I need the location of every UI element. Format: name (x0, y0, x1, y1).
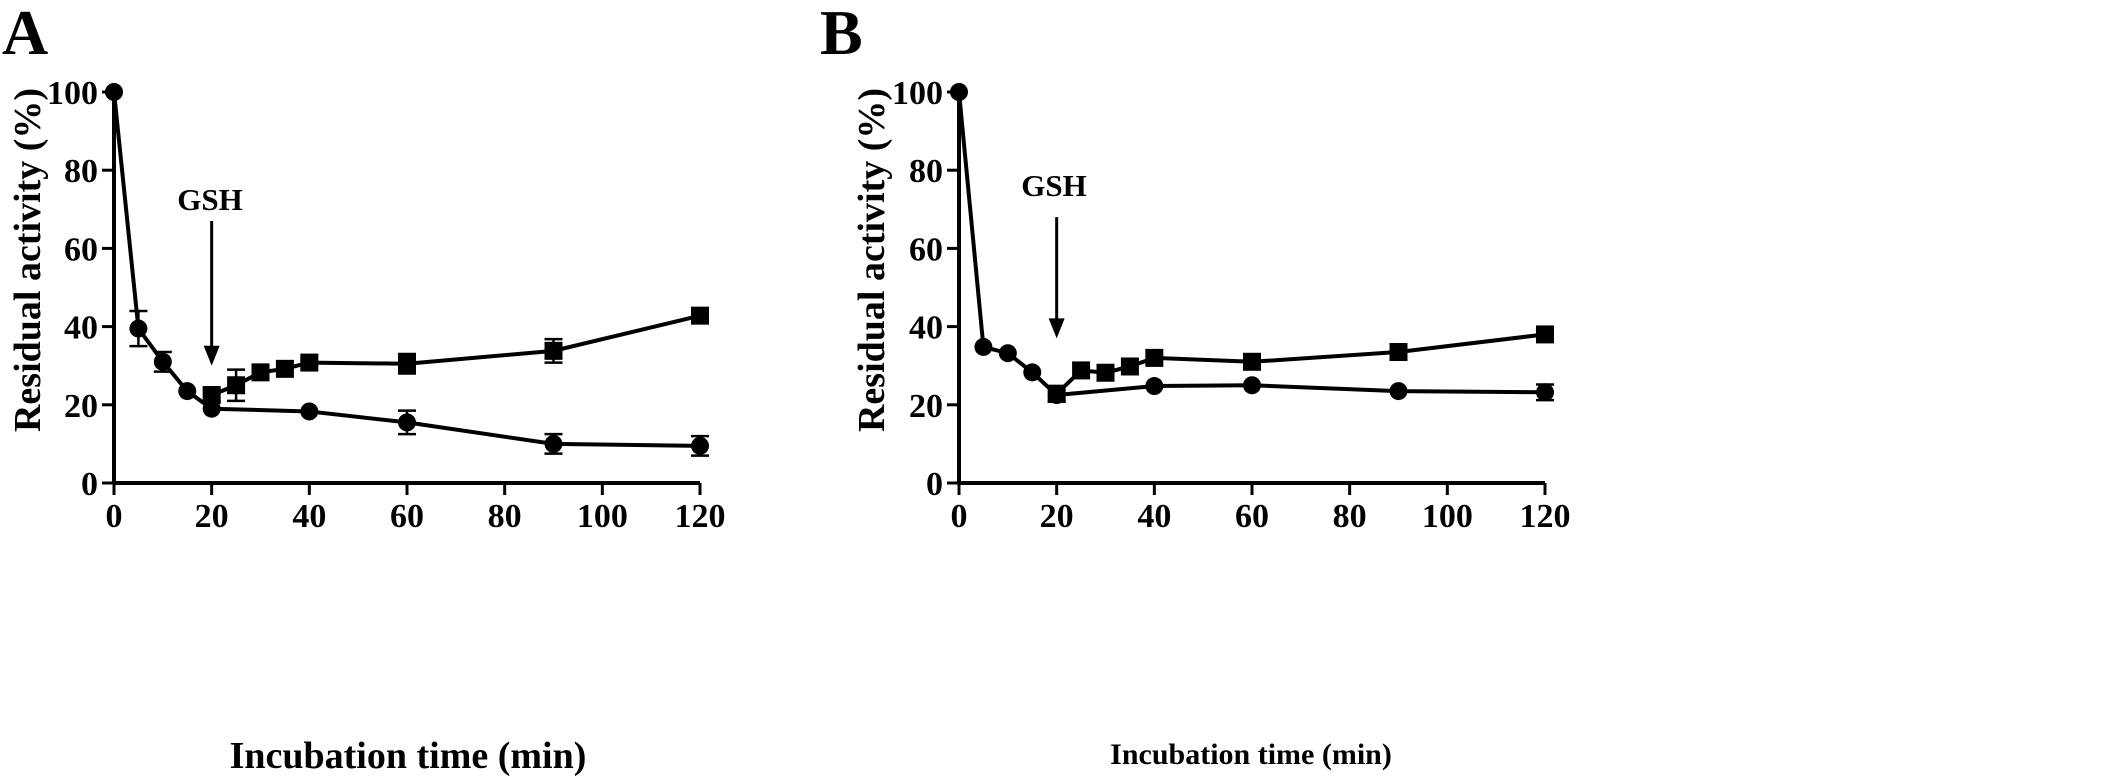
x-tick-label: 40 (292, 498, 326, 535)
y-tick-label: 60 (909, 231, 943, 268)
circles-series-line (957, 91, 1546, 398)
squares-point (1120, 357, 1139, 376)
circles-point (998, 344, 1017, 363)
gsh-annotation: GSH (1021, 168, 1086, 203)
gsh-arrow-head (1048, 318, 1065, 339)
x-axis-title: Incubation time (min) (1110, 738, 1392, 771)
circles-point (691, 436, 709, 455)
squares-point (691, 306, 709, 325)
squares-series-line (210, 313, 701, 397)
panel-a: A Residual activity (%) Incubation time … (2, 0, 726, 777)
x-tick-label: 100 (577, 498, 628, 535)
circles-point (153, 352, 172, 371)
squares-point (1536, 325, 1554, 344)
circles-point (1145, 377, 1164, 396)
y-tick-label: 0 (81, 466, 98, 503)
squares-point (300, 353, 319, 372)
squares-point (1145, 348, 1164, 367)
circles-point (1536, 383, 1554, 402)
squares-point (202, 386, 221, 405)
circles-point (1389, 382, 1408, 401)
circles-point (202, 399, 221, 418)
x-tick-label: 20 (195, 498, 229, 535)
x-tick-label: 40 (1137, 498, 1171, 535)
circles-series-line (112, 91, 701, 448)
y-axis-title: Residual activity (%) (851, 88, 893, 432)
y-tick-label: 20 (909, 388, 943, 425)
y-tick-label: 80 (909, 153, 943, 190)
circles-point (129, 319, 148, 338)
circles-point (105, 83, 123, 101)
y-tick-label: 40 (64, 310, 98, 347)
panel-letter: A (2, 0, 48, 68)
squares-point (1389, 343, 1408, 362)
y-tick-label: 60 (64, 231, 98, 268)
x-axis-title: Incubation time (min) (230, 735, 587, 777)
x-tick-label: 20 (1040, 498, 1074, 535)
circles-point (974, 337, 993, 356)
squares-point (398, 354, 416, 373)
x-tick-label: 100 (1422, 498, 1473, 535)
y-tick-label: 100 (47, 75, 98, 112)
y-tick-label: 20 (64, 388, 98, 425)
x-tick-label: 0 (106, 498, 123, 535)
squares-point (1072, 361, 1091, 380)
circles-point (178, 382, 197, 401)
x-tick-label: 60 (390, 498, 424, 535)
circles-point (950, 83, 968, 101)
squares-point (544, 341, 563, 360)
circles-point (544, 434, 563, 453)
squares-point (1243, 352, 1261, 371)
x-tick-label: 120 (675, 498, 726, 535)
x-tick-label: 120 (1520, 498, 1571, 535)
circles-point (398, 413, 416, 432)
y-tick-label: 100 (892, 75, 943, 112)
squares-point (251, 363, 270, 382)
x-tick-label: 80 (1333, 498, 1367, 535)
squares-point (227, 376, 246, 395)
squares-point (1096, 363, 1115, 382)
gsh-annotation: GSH (177, 182, 242, 217)
circles-point (1023, 363, 1042, 382)
squares-point (275, 359, 294, 378)
circles-point (300, 402, 319, 421)
y-tick-label: 0 (926, 466, 943, 503)
circles-point (1243, 376, 1261, 395)
squares-point (1047, 384, 1066, 403)
panel-b: B Residual activity (%) Incubation time … (820, 0, 1571, 771)
y-tick-label: 80 (64, 153, 98, 190)
x-tick-label: 80 (488, 498, 522, 535)
panel-letter: B (820, 0, 863, 68)
y-tick-label: 40 (909, 310, 943, 347)
x-tick-label: 60 (1235, 498, 1269, 535)
x-tick-label: 0 (951, 498, 968, 535)
y-axis-title: Residual activity (%) (7, 88, 49, 432)
gsh-arrow-head (203, 345, 220, 366)
